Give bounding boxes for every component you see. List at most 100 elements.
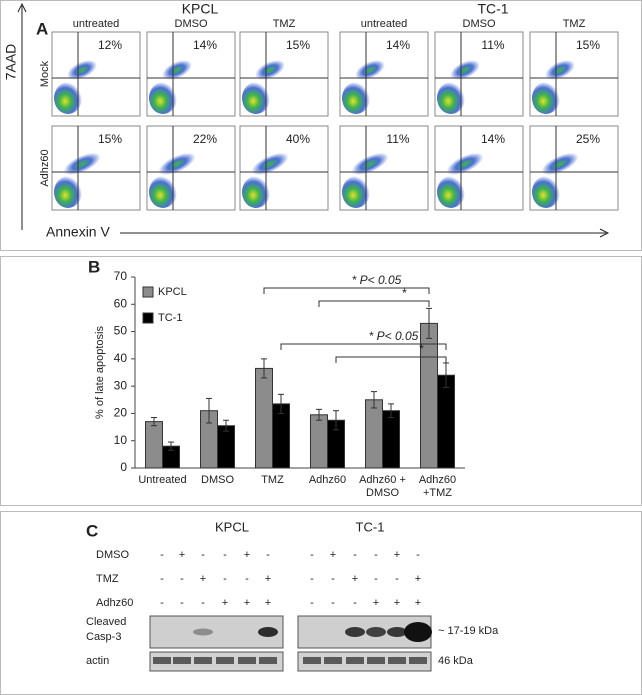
x-tick-label: Adhz60 +TMZ — [418, 474, 457, 499]
cell-cloud — [255, 60, 285, 80]
actin-band — [259, 657, 277, 664]
blot-label: actin — [86, 655, 109, 667]
treatment-sign: - — [353, 549, 357, 561]
treatment-sign: + — [265, 573, 271, 585]
condition-label: DMSO — [175, 18, 208, 30]
cell-cloud — [437, 82, 465, 114]
y-tick-label: 40 — [114, 351, 128, 365]
treatment-sign: - — [180, 597, 184, 609]
condition-label: TMZ — [563, 18, 586, 30]
treatment-label: Adhz60 — [96, 597, 133, 609]
blot-actin — [297, 651, 432, 672]
treatment-sign: - — [223, 573, 227, 585]
treatment-sign: + — [222, 597, 228, 609]
actin-band — [194, 657, 212, 664]
casp3-band — [258, 627, 278, 637]
treatment-sign: - — [245, 573, 249, 585]
treatment-sign: + — [265, 597, 271, 609]
actin-band — [409, 657, 427, 664]
percent-label: 14% — [386, 38, 410, 52]
size-label: 46 kDa — [438, 655, 474, 667]
condition-label: TMZ — [273, 18, 296, 30]
casp3-band — [404, 622, 432, 642]
panel-label: C — [86, 521, 98, 540]
cell-cloud — [450, 60, 480, 80]
condition-label: DMSO — [463, 18, 496, 30]
bar — [217, 425, 235, 469]
actin-band — [346, 657, 364, 664]
actin-band — [153, 657, 171, 664]
treatment-sign: + — [179, 549, 185, 561]
x-tick-label: Adhz60 + DMSO — [359, 474, 406, 499]
treatment-sign: - — [180, 573, 184, 585]
bar — [382, 410, 400, 469]
cell-cloud — [355, 60, 385, 80]
legend-swatch — [142, 286, 154, 298]
treatment-sign: - — [310, 549, 314, 561]
group-title: TC-1 — [477, 1, 508, 17]
x-tick-label: TMZ — [261, 474, 284, 486]
treatment-sign: - — [266, 549, 270, 561]
cell-cloud — [251, 152, 289, 176]
group-title: KPCL — [182, 1, 219, 17]
cell-cloud — [54, 82, 82, 114]
actin-band — [388, 657, 406, 664]
significance-label: * P< 0.05 — [369, 329, 419, 343]
y-tick-label: 70 — [114, 269, 128, 283]
blot-label: Cleaved — [86, 616, 126, 628]
cell-cloud — [351, 152, 389, 176]
casp3-band — [193, 628, 213, 636]
bar — [365, 399, 383, 469]
treatment-sign: + — [394, 549, 400, 561]
treatment-sign: - — [223, 549, 227, 561]
y-axis-label: % of late apoptosis — [94, 326, 106, 419]
size-label: ~ 17-19 kDa — [438, 625, 499, 637]
percent-label: 15% — [286, 38, 310, 52]
treatment-sign: - — [310, 597, 314, 609]
cell-cloud — [532, 176, 560, 208]
percent-label: 22% — [193, 132, 217, 146]
x-tick-label: Adhz60 — [308, 474, 347, 486]
arrow-head — [17, 2, 27, 13]
y-tick-label: 0 — [120, 460, 127, 474]
actin-band — [324, 657, 342, 664]
treatment-sign: - — [160, 597, 164, 609]
treatment-sign: + — [200, 573, 206, 585]
treatment-sign: + — [373, 597, 379, 609]
cell-cloud — [149, 82, 177, 114]
y-tick-label: 60 — [114, 296, 128, 310]
treatment-sign: - — [201, 549, 205, 561]
cell-cloud — [242, 176, 270, 208]
cell-cloud — [67, 60, 97, 80]
bar — [255, 367, 273, 469]
treatment-sign: + — [415, 597, 421, 609]
treatment-sign: - — [331, 597, 335, 609]
percent-label: 15% — [98, 132, 122, 146]
treatment-sign: - — [353, 597, 357, 609]
treatment-sign: - — [416, 549, 420, 561]
treatment-sign: - — [310, 573, 314, 585]
group-title: KPCL — [215, 519, 249, 534]
legend-label: TC-1 — [158, 312, 182, 324]
bar — [437, 374, 455, 469]
casp3-band — [345, 627, 365, 637]
x-tick-label: DMSO — [201, 474, 234, 486]
y-tick-label: 30 — [114, 378, 128, 392]
percent-label: 25% — [576, 132, 600, 146]
actin-band — [238, 657, 256, 664]
treatment-sign: - — [374, 573, 378, 585]
cell-cloud — [446, 152, 484, 176]
significance-bracket — [318, 300, 430, 307]
cell-cloud — [437, 176, 465, 208]
significance-bracket — [280, 343, 447, 350]
bar — [145, 421, 163, 469]
group-title: TC-1 — [356, 519, 385, 534]
condition-label: untreated — [361, 18, 407, 30]
cell-cloud — [54, 176, 82, 208]
panel-label: A — [36, 19, 48, 38]
percent-label: 11% — [386, 132, 409, 146]
actin-band — [303, 657, 321, 664]
row-label: Mock — [39, 60, 51, 87]
